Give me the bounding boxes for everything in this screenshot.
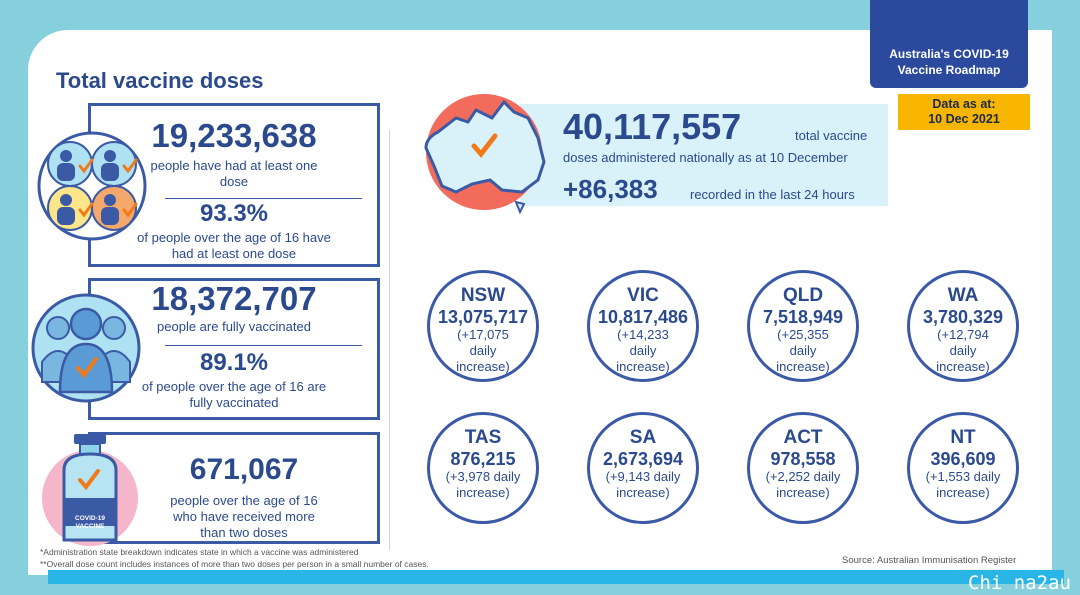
state-increase: (+2,252 daily increase) [765, 469, 841, 500]
state-increase: (+17,075 daily increase) [456, 327, 510, 374]
state-value: 3,780,329 [922, 307, 1004, 327]
state-tas: TAS 876,215 (+3,978 daily increase) [427, 412, 539, 524]
national-total: 40,117,557 [563, 106, 742, 147]
fully-vaccinated-separator [165, 345, 362, 346]
first-dose-percent-desc: of people over the age of 16 have had at… [137, 230, 331, 261]
footnote-2: **Overall dose count includes instances … [40, 559, 429, 569]
more-than-two-count: 671,067 [189, 453, 299, 486]
state-increase: (+12,794 daily increase) [936, 327, 990, 374]
data-as-at-label: Data as at: [932, 97, 996, 111]
state-increase: (+14,233 daily increase) [616, 327, 670, 374]
fully-vaccinated-percent: 89.1% [199, 349, 269, 376]
state-value: 10,817,486 [597, 307, 689, 327]
state-wa: WA 3,780,329 (+12,794 daily increase) [907, 270, 1019, 382]
crowd-check-icon [31, 293, 141, 403]
roadmap-badge: Australia's COVID-19 Vaccine Roadmap [870, 0, 1028, 88]
first-dose-box: 19,233,638 people have had at least one … [88, 103, 380, 267]
state-qld: QLD 7,518,949 (+25,355 daily increase) [747, 270, 859, 382]
national-total-suffix: total vaccine [795, 128, 868, 143]
state-code: VIC [627, 285, 659, 306]
page-title: Total vaccine doses [56, 68, 264, 93]
state-increase: (+9,143 daily increase) [605, 469, 681, 500]
watermark: Chi na2au [968, 572, 1071, 594]
state-code: SA [629, 427, 657, 448]
national-total-desc: doses administered nationally as at 10 D… [563, 150, 848, 165]
state-value: 876,215 [450, 449, 516, 469]
state-value: 396,609 [930, 449, 996, 469]
first-dose-separator [165, 198, 362, 199]
first-dose-desc: people have had at least one dose [150, 158, 318, 189]
state-value: 2,673,694 [602, 449, 684, 469]
more-than-two-desc: people over the age of 16 who have recei… [170, 493, 318, 540]
data-as-at-date: 10 Dec 2021 [928, 112, 1000, 126]
national-recent-desc: recorded in the last 24 hours [690, 187, 855, 202]
state-code: WA [947, 285, 979, 306]
state-code: NSW [460, 285, 506, 306]
data-as-at-badge: Data as at: 10 Dec 2021 [898, 94, 1030, 130]
column-divider [389, 130, 390, 550]
state-value: 13,075,717 [437, 307, 529, 327]
fully-vaccinated-count: 18,372,707 [151, 280, 317, 317]
state-sa: SA 2,673,694 (+9,143 daily increase) [587, 412, 699, 524]
vial-label: COVID-19 VACCINE [64, 515, 116, 531]
vial-label-line1: COVID-19 [75, 515, 105, 522]
vaccine-vial-icon [42, 434, 138, 546]
more-than-two-box: 671,067 people over the age of 16 who ha… [88, 432, 380, 544]
state-increase: (+25,355 daily increase) [776, 327, 830, 374]
state-value: 7,518,949 [762, 307, 844, 327]
state-increase: (+1,553 daily increase) [925, 469, 1001, 500]
fully-vaccinated-desc: people are fully vaccinated [157, 319, 311, 334]
card-shadow [48, 570, 1064, 584]
state-code: TAS [464, 427, 502, 448]
first-dose-percent: 93.3% [199, 200, 269, 227]
state-nt: NT 396,609 (+1,553 daily increase) [907, 412, 1019, 524]
state-act: ACT 978,558 (+2,252 daily increase) [747, 412, 859, 524]
state-nsw: NSW 13,075,717 (+17,075 daily increase) [427, 270, 539, 382]
first-dose-count: 19,233,638 [151, 117, 317, 154]
roadmap-line1: Australia's COVID-19 [889, 47, 1009, 61]
fully-vaccinated-percent-desc: of people over the age of 16 are fully v… [141, 379, 327, 410]
people-check-icon [37, 131, 147, 241]
state-code: ACT [783, 427, 823, 448]
state-code: NT [950, 427, 976, 448]
australia-map-icon [424, 94, 546, 215]
footnote-1: *Administration state breakdown indicate… [40, 547, 359, 557]
national-panel [520, 104, 888, 206]
roadmap-line2: Vaccine Roadmap [897, 63, 1001, 77]
state-vic: VIC 10,817,486 (+14,233 daily increase) [587, 270, 699, 382]
state-code: QLD [782, 285, 824, 306]
source-note: Source: Australian Immunisation Register [842, 555, 1017, 566]
vial-label-line2: VACCINE [75, 523, 105, 530]
national-recent: +86,383 [563, 174, 658, 204]
state-value: 978,558 [770, 449, 836, 469]
state-increase: (+3,978 daily increase) [445, 469, 521, 500]
